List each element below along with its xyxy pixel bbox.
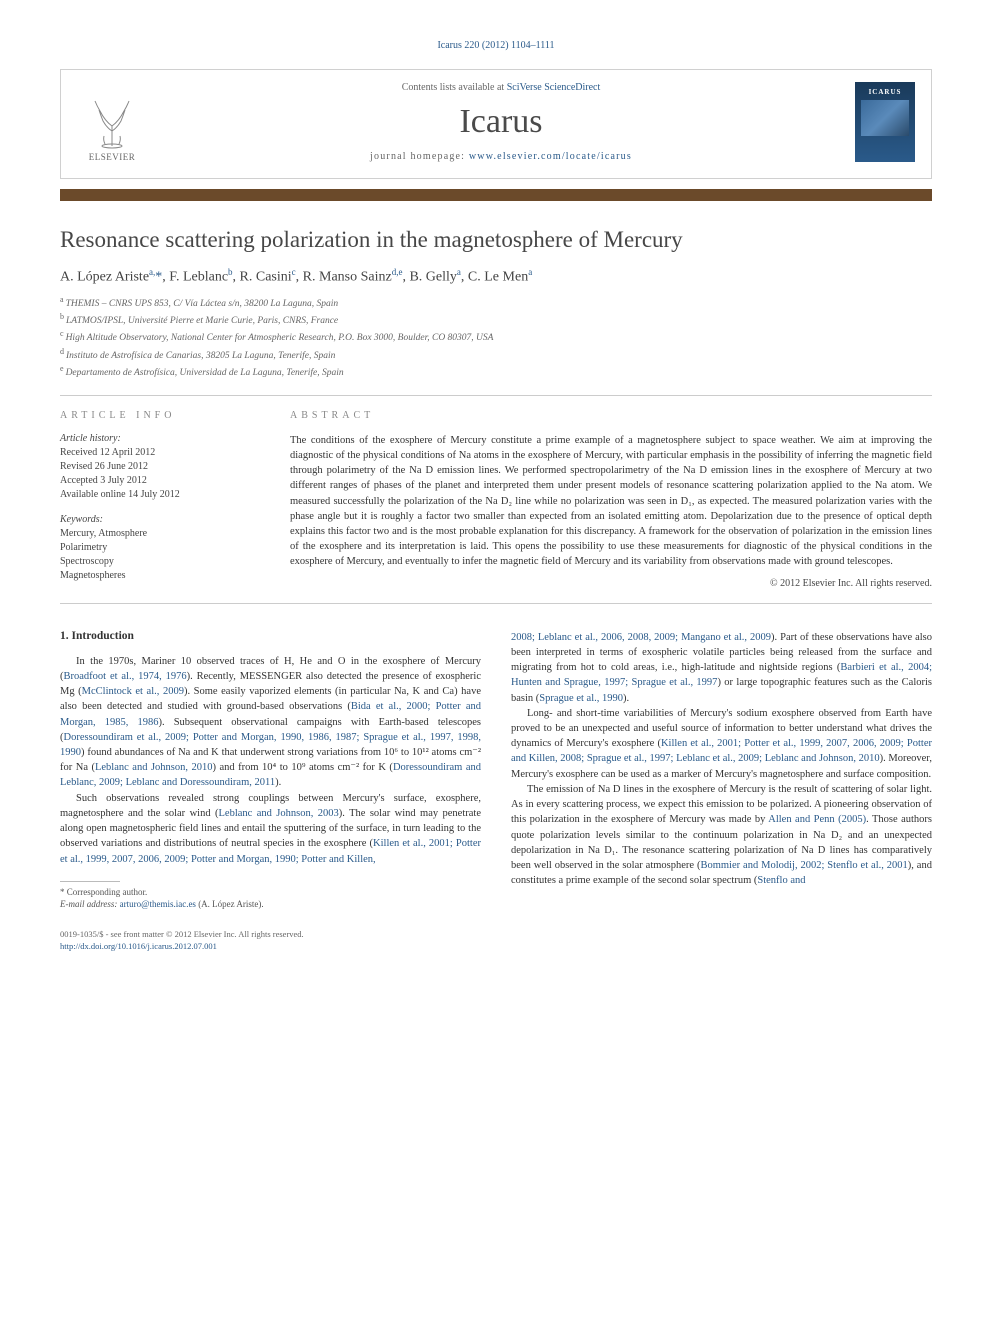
publisher-logo[interactable]: ELSEVIER: [77, 82, 147, 162]
affiliation-item: eDepartamento de Astrofísica, Universida…: [60, 363, 932, 380]
email-label: E-mail address:: [60, 899, 120, 909]
section-1-heading: 1. Introduction: [60, 630, 481, 642]
abstract-heading: ABSTRACT: [290, 410, 932, 421]
affiliation-item: cHigh Altitude Observatory, National Cen…: [60, 328, 932, 345]
keywords-list: Mercury, AtmospherePolarimetrySpectrosco…: [60, 527, 260, 583]
contents-prefix: Contents lists available at: [402, 82, 507, 93]
doi-link[interactable]: http://dx.doi.org/10.1016/j.icarus.2012.…: [60, 941, 217, 951]
header-top-row: ELSEVIER Contents lists available at Sci…: [61, 82, 931, 166]
abstract-copyright: © 2012 Elsevier Inc. All rights reserved…: [290, 578, 932, 589]
history-item: Received 12 April 2012: [60, 446, 260, 460]
citation-line: Icarus 220 (2012) 1104–1111: [60, 40, 932, 51]
email-link[interactable]: arturo@themis.iac.es: [120, 899, 196, 909]
journal-name: Icarus: [147, 103, 855, 141]
email-line: E-mail address: arturo@themis.iac.es (A.…: [60, 898, 481, 911]
right-column: 2008; Leblanc et al., 2006, 2008, 2009; …: [511, 630, 932, 911]
info-abstract-row: ARTICLE INFO Article history: Received 1…: [60, 395, 932, 604]
intro-paragraph-2-cont: 2008; Leblanc et al., 2006, 2008, 2009; …: [511, 630, 932, 706]
article-info-column: ARTICLE INFO Article history: Received 1…: [60, 410, 260, 589]
affiliations-list: aTHEMIS – CNRS UPS 853, C/ Vía Láctea s/…: [60, 294, 932, 381]
affiliation-item: bLATMOS/IPSL, Université Pierre et Marie…: [60, 311, 932, 328]
article-info-heading: ARTICLE INFO: [60, 410, 260, 421]
accent-bar: [60, 189, 932, 201]
contents-available-line: Contents lists available at SciVerse Sci…: [147, 82, 855, 93]
article-title: Resonance scattering polarization in the…: [60, 227, 932, 253]
history-item: Revised 26 June 2012: [60, 460, 260, 474]
intro-paragraph-2: Such observations revealed strong coupli…: [60, 791, 481, 867]
footnote-divider: [60, 881, 120, 882]
journal-homepage-line: journal homepage: www.elsevier.com/locat…: [147, 151, 855, 162]
history-item: Available online 14 July 2012: [60, 488, 260, 502]
history-list: Received 12 April 2012Revised 26 June 20…: [60, 446, 260, 502]
abstract-column: ABSTRACT The conditions of the exosphere…: [290, 410, 932, 589]
affiliation-item: dInstituto de Astrofísica de Canarias, 3…: [60, 346, 932, 363]
author-list: A. López Aristea,*, F. Leblancb, R. Casi…: [60, 267, 932, 286]
cover-title: ICARUS: [869, 88, 902, 96]
affiliation-item: aTHEMIS – CNRS UPS 853, C/ Vía Láctea s/…: [60, 294, 932, 311]
corresponding-author-footnote: * Corresponding author. E-mail address: …: [60, 886, 481, 911]
left-column: 1. Introduction In the 1970s, Mariner 10…: [60, 630, 481, 911]
body-two-columns: 1. Introduction In the 1970s, Mariner 10…: [60, 630, 932, 911]
elsevier-tree-icon: [85, 96, 139, 150]
history-item: Accepted 3 July 2012: [60, 474, 260, 488]
keywords-label: Keywords:: [60, 514, 260, 525]
journal-header: ELSEVIER Contents lists available at Sci…: [60, 69, 932, 179]
corr-author-label: * Corresponding author.: [60, 886, 481, 899]
intro-paragraph-1: In the 1970s, Mariner 10 observed traces…: [60, 654, 481, 791]
publisher-name: ELSEVIER: [89, 152, 136, 162]
cover-image-icon: [861, 100, 909, 136]
front-matter-line: 0019-1035/$ - see front matter © 2012 El…: [60, 929, 932, 941]
header-center: Contents lists available at SciVerse Sci…: [147, 82, 855, 162]
page-footer: 0019-1035/$ - see front matter © 2012 El…: [60, 929, 932, 953]
homepage-link[interactable]: www.elsevier.com/locate/icarus: [469, 151, 632, 162]
keyword-item: Magnetospheres: [60, 569, 260, 583]
keyword-item: Polarimetry: [60, 541, 260, 555]
abstract-text: The conditions of the exosphere of Mercu…: [290, 433, 932, 570]
intro-paragraph-4: The emission of Na D lines in the exosph…: [511, 782, 932, 889]
journal-cover-thumbnail[interactable]: ICARUS: [855, 82, 915, 162]
keyword-item: Mercury, Atmosphere: [60, 527, 260, 541]
history-label: Article history:: [60, 433, 260, 444]
email-suffix: (A. López Ariste).: [196, 899, 264, 909]
sciencedirect-link[interactable]: SciVerse ScienceDirect: [507, 82, 601, 93]
keyword-item: Spectroscopy: [60, 555, 260, 569]
homepage-prefix: journal homepage:: [370, 151, 469, 162]
page-root: Icarus 220 (2012) 1104–1111 ELSEVIER Con…: [0, 0, 992, 993]
intro-paragraph-3: Long- and short-time variabilities of Me…: [511, 706, 932, 782]
